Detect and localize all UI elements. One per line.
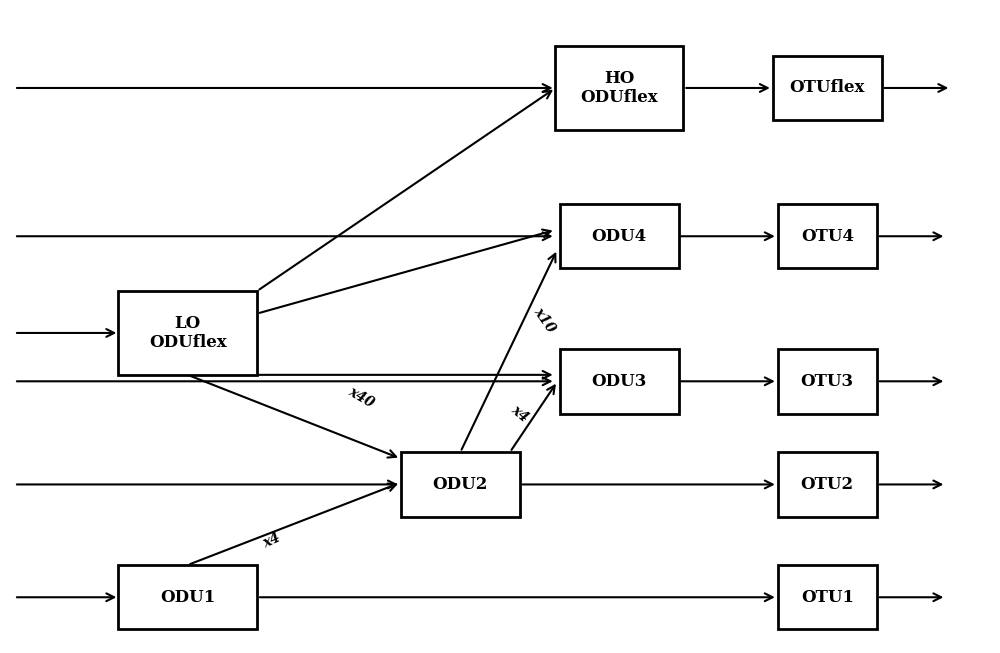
Text: x10: x10 [531,305,558,336]
FancyBboxPatch shape [773,56,882,120]
Text: ODU4: ODU4 [591,228,647,245]
FancyBboxPatch shape [560,349,679,413]
Text: OTU2: OTU2 [801,476,854,493]
Text: x40: x40 [346,385,377,410]
FancyBboxPatch shape [778,204,877,268]
FancyBboxPatch shape [118,565,257,629]
FancyBboxPatch shape [118,291,257,375]
FancyBboxPatch shape [401,453,520,517]
FancyBboxPatch shape [560,204,679,268]
FancyBboxPatch shape [778,565,877,629]
Text: LO
ODUflex: LO ODUflex [149,315,226,351]
Text: OTUflex: OTUflex [790,80,865,97]
Text: x4: x4 [261,530,283,550]
Text: OTU3: OTU3 [801,373,854,390]
Text: OTU1: OTU1 [801,589,854,606]
FancyBboxPatch shape [778,349,877,413]
Text: ODU1: ODU1 [160,589,215,606]
Text: x4: x4 [508,402,531,424]
Text: OTU4: OTU4 [801,228,854,245]
Text: ODU2: ODU2 [433,476,488,493]
Text: ODU3: ODU3 [591,373,647,390]
FancyBboxPatch shape [778,453,877,517]
Text: HO
ODUflex: HO ODUflex [580,70,658,106]
FancyBboxPatch shape [555,46,683,130]
